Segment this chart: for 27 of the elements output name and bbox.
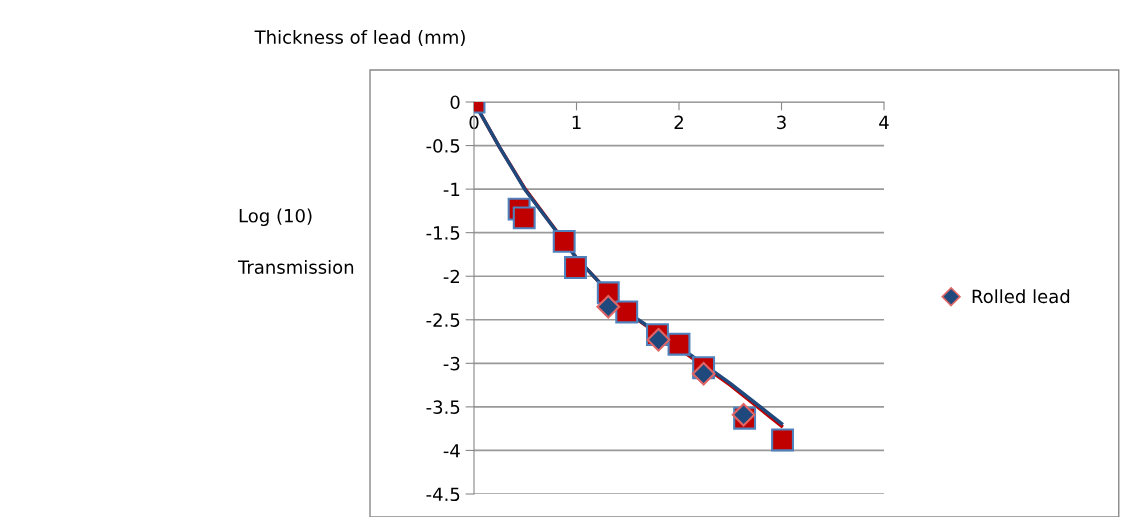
x-tick-label: 1 — [572, 115, 581, 129]
x-tick-label: 2 — [674, 115, 683, 129]
point — [512, 206, 536, 230]
x-tick-label: 0 — [469, 115, 479, 130]
y-tick-label: -1.5 — [426, 226, 460, 240]
point — [615, 300, 639, 324]
y-tick-label: -2 — [443, 269, 459, 284]
point — [691, 361, 716, 386]
point — [552, 229, 576, 253]
y-tick-label: -0.5 — [426, 139, 460, 153]
y-tick-label: -1 — [443, 182, 460, 196]
y-tick-label: 0 — [450, 95, 460, 110]
y-tick-label: -4.5 — [426, 487, 460, 502]
y-tick-label: -3.5 — [426, 400, 460, 415]
text: Log (10) Transmission — [237, 208, 354, 274]
y-tick-label: -4 — [443, 444, 460, 458]
point — [646, 327, 671, 352]
y-tick-label: -3 — [443, 356, 460, 371]
point — [771, 428, 794, 452]
y-tick-label: -2.5 — [426, 313, 460, 327]
x-axis-title: Thickness of lead (mm) — [254, 30, 465, 47]
x-tick-label: 3 — [777, 115, 786, 130]
legend-label: Rolled lead — [972, 289, 1070, 304]
point — [596, 294, 621, 319]
point — [564, 256, 587, 279]
point — [667, 332, 691, 356]
x-tick-label: 4 — [879, 115, 889, 129]
